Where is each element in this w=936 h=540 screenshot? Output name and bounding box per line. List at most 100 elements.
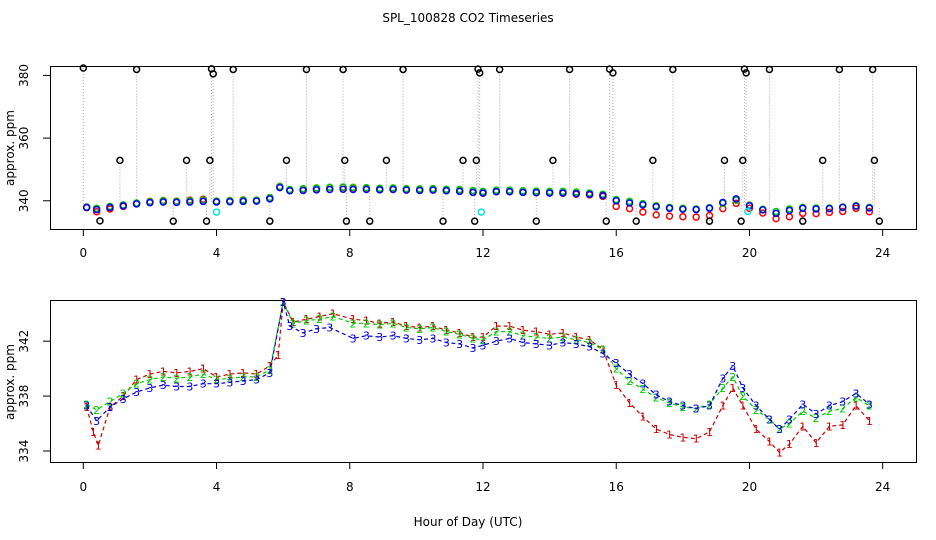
data-point-red: 1 bbox=[456, 327, 463, 340]
data-point-blue: 3 bbox=[853, 387, 860, 400]
data-point-red: 1 bbox=[626, 397, 633, 410]
data-point-green: 2 bbox=[226, 372, 233, 385]
data-point-green: 2 bbox=[200, 368, 207, 381]
data-point-black bbox=[459, 156, 467, 165]
data-point-blue: 3 bbox=[133, 386, 140, 399]
data-point-red: 1 bbox=[416, 321, 423, 334]
data-point-blue bbox=[732, 195, 740, 203]
data-point-blue: 3 bbox=[313, 323, 320, 336]
data-point-black bbox=[96, 217, 104, 225]
data-point-blue bbox=[479, 189, 487, 197]
data-point-blue bbox=[299, 186, 307, 195]
data-point-green: 2 bbox=[753, 404, 760, 417]
data-point-blue: 3 bbox=[506, 332, 513, 345]
data-point-blue: 3 bbox=[160, 379, 167, 392]
data-point-cyan bbox=[212, 208, 221, 216]
data-point-green: 2 bbox=[350, 317, 357, 330]
data-point-black bbox=[439, 217, 447, 225]
data-point-blue: 3 bbox=[456, 338, 463, 351]
data-point-blue: 3 bbox=[626, 368, 633, 381]
data-point-green: 2 bbox=[480, 334, 487, 347]
data-point-black bbox=[202, 217, 211, 225]
data-point-red: 1 bbox=[363, 315, 370, 328]
data-point-blue: 3 bbox=[813, 408, 820, 421]
top-plot-frame bbox=[50, 66, 917, 230]
data-point-blue: 3 bbox=[719, 372, 726, 385]
x-tick-label: 16 bbox=[609, 246, 624, 260]
data-point-blue: 3 bbox=[519, 337, 526, 350]
data-point-red bbox=[639, 208, 647, 216]
x-tick-label: 0 bbox=[79, 480, 87, 494]
data-point-red bbox=[652, 211, 660, 219]
data-point-black bbox=[209, 70, 217, 78]
x-tick-label: 4 bbox=[213, 480, 221, 494]
data-point-black bbox=[182, 156, 191, 165]
data-point-red: 1 bbox=[679, 431, 686, 444]
data-point-red: 1 bbox=[95, 440, 102, 453]
data-point-blue: 3 bbox=[106, 401, 113, 414]
data-point-red bbox=[732, 199, 740, 208]
data-point-blue bbox=[639, 201, 647, 209]
data-point-blue bbox=[415, 186, 424, 195]
data-point-red bbox=[838, 207, 847, 216]
data-point-red bbox=[759, 209, 767, 217]
data-point-red: 1 bbox=[376, 317, 383, 330]
data-point-green: 2 bbox=[586, 337, 593, 350]
data-point-blue bbox=[825, 204, 834, 213]
data-point-blue bbox=[852, 202, 860, 210]
data-point-blue: 3 bbox=[363, 330, 370, 343]
data-point-blue bbox=[505, 187, 514, 196]
data-point-blue: 3 bbox=[266, 367, 273, 380]
data-point-green: 2 bbox=[316, 313, 323, 326]
data-point-green: 2 bbox=[573, 334, 580, 347]
data-point-black bbox=[737, 217, 745, 225]
data-point-blue bbox=[705, 204, 714, 213]
data-point-blue: 3 bbox=[706, 400, 713, 413]
data-point-green: 2 bbox=[173, 372, 180, 385]
data-point-red: 1 bbox=[186, 365, 193, 378]
data-point-red: 1 bbox=[275, 349, 282, 362]
data-point-black bbox=[549, 156, 557, 165]
data-point-blue: 3 bbox=[739, 382, 746, 395]
data-point-black bbox=[740, 65, 749, 73]
bottom-y-axis-label: approx. ppm bbox=[3, 344, 17, 420]
data-point-black bbox=[742, 69, 750, 77]
data-point-red: 1 bbox=[519, 324, 526, 337]
data-point-red: 1 bbox=[753, 423, 760, 436]
data-point-red: 1 bbox=[390, 316, 397, 329]
data-point-blue: 3 bbox=[416, 334, 423, 347]
data-point-red bbox=[865, 208, 874, 216]
data-point-blue bbox=[389, 185, 397, 194]
data-point-black bbox=[472, 156, 481, 165]
data-point-black bbox=[475, 69, 484, 77]
data-point-black bbox=[609, 69, 617, 77]
data-point-black bbox=[266, 217, 274, 225]
data-point-black bbox=[705, 217, 714, 225]
data-point-blue bbox=[719, 198, 727, 207]
data-point-black bbox=[649, 156, 657, 165]
data-point-black bbox=[229, 65, 237, 74]
data-point-red: 1 bbox=[639, 411, 646, 424]
data-point-blue bbox=[572, 189, 581, 198]
data-point-red: 1 bbox=[653, 423, 660, 436]
data-point-black bbox=[669, 65, 677, 74]
data-point-red: 1 bbox=[443, 324, 450, 337]
x-tick-label: 8 bbox=[346, 480, 354, 494]
data-point-blue bbox=[199, 197, 207, 206]
data-point-blue bbox=[252, 197, 261, 205]
data-point-green: 2 bbox=[456, 328, 463, 341]
data-point-blue bbox=[172, 198, 181, 207]
data-point-blue: 3 bbox=[470, 342, 477, 355]
data-point-green: 2 bbox=[120, 387, 127, 400]
data-point-red: 1 bbox=[799, 420, 806, 433]
data-point-green: 2 bbox=[443, 326, 450, 339]
data-point-red: 1 bbox=[120, 390, 127, 403]
data-point-red: 1 bbox=[470, 331, 477, 344]
data-point-black bbox=[495, 65, 504, 74]
data-point-blue: 3 bbox=[653, 389, 660, 402]
data-point-red: 1 bbox=[350, 313, 357, 326]
data-point-green: 2 bbox=[813, 412, 820, 425]
data-point-blue: 3 bbox=[350, 332, 357, 345]
data-point-blue bbox=[812, 205, 820, 213]
data-point-red: 1 bbox=[546, 328, 553, 341]
